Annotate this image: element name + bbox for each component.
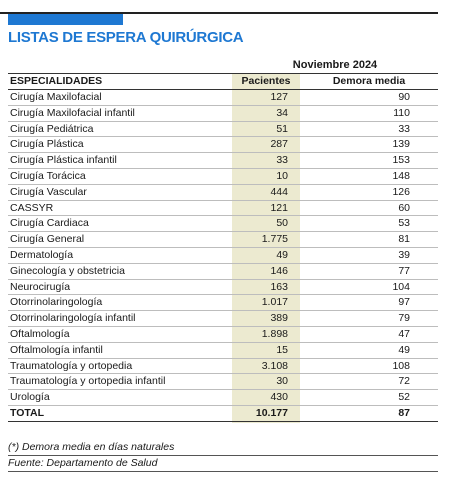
row-rule [8, 342, 438, 343]
row-rule [8, 389, 438, 390]
table-cell: 51 [276, 122, 288, 135]
table-cell: 126 [392, 185, 410, 198]
table-cell: 108 [392, 359, 410, 372]
table-cell: 121 [270, 201, 288, 214]
table-cell: 3.108 [261, 359, 288, 372]
table-cell: 79 [398, 312, 410, 325]
table-cell: 33 [398, 122, 410, 135]
table-cell: 139 [392, 138, 410, 151]
row-rule [8, 215, 438, 216]
table-cell: Cirugía Torácica [10, 170, 86, 182]
row-rule [8, 152, 438, 153]
table-cell: 50 [276, 217, 288, 230]
row-rule [8, 121, 438, 122]
table-cell: Cirugía Plástica infantil [10, 154, 117, 167]
rule [8, 455, 438, 456]
table-cell: Cirugía Pediátrica [10, 122, 94, 135]
top-rule [0, 12, 438, 14]
table-cell: Cirugía Maxilofacial infantil [10, 106, 135, 119]
table-cell: 97 [398, 296, 410, 309]
table-cell: 1.017 [261, 296, 288, 309]
table-cell: 148 [392, 170, 410, 182]
table-cell: Cirugía Vascular [10, 185, 87, 198]
header-cell: ESPECIALIDADES [10, 75, 103, 87]
table-cell: 1.775 [261, 233, 288, 246]
table-cell: 444 [270, 185, 288, 198]
title: LISTAS DE ESPERA QUIRÚRGICA [8, 29, 244, 46]
table-cell: 81 [398, 233, 410, 246]
row-rule [8, 168, 438, 169]
rule [8, 421, 438, 422]
table-cell: 15 [276, 343, 288, 356]
table-cell: 72 [398, 375, 410, 388]
table-cell: 39 [398, 249, 410, 261]
rule [8, 89, 438, 90]
table-cell: Traumatología y ortopedia [10, 359, 133, 372]
table-cell: Otorrinolaringología [10, 296, 103, 309]
table-cell: 1.898 [261, 328, 288, 340]
table-cell: 30 [276, 375, 288, 388]
table-cell: 49 [398, 343, 410, 356]
row-rule [8, 184, 438, 185]
table-cell: 52 [398, 391, 410, 404]
table-cell: Cirugía Maxilofacial [10, 91, 102, 103]
table-cell: 389 [270, 312, 288, 325]
table-cell: 104 [392, 280, 410, 293]
table-cell: Cirugía General [10, 233, 85, 246]
table-cell: 163 [270, 280, 288, 293]
table-cell: 47 [398, 328, 410, 340]
row-rule [8, 279, 438, 280]
table-cell: CASSYR [10, 201, 54, 214]
table-cell: 49 [276, 249, 288, 261]
table-cell: Otorrinolaringología infantil [10, 312, 136, 325]
row-rule [8, 358, 438, 359]
table-cell: 146 [270, 264, 288, 277]
table-cell: 10 [276, 170, 288, 182]
table-cell: 430 [270, 391, 288, 404]
rule [8, 471, 438, 472]
row-rule [8, 294, 438, 295]
accent-bar [8, 14, 123, 25]
row-rule [8, 326, 438, 327]
row-rule [8, 105, 438, 106]
table-cell: 60 [398, 201, 410, 214]
row-rule [8, 231, 438, 232]
table-cell: 90 [398, 91, 410, 103]
table-cell: Traumatología y ortopedia infantil [10, 375, 166, 388]
table-cell: Urología [10, 391, 50, 404]
table-cell: Oftalmología [10, 328, 70, 340]
column-shade [232, 74, 300, 423]
total-cell: TOTAL [10, 407, 45, 419]
table-cell: 33 [276, 154, 288, 167]
table-cell: Neurocirugía [10, 280, 71, 293]
row-rule [8, 263, 438, 264]
table-cell: Cirugía Cardiaca [10, 217, 89, 230]
table-cell: Dermatología [10, 249, 74, 261]
row-rule [8, 200, 438, 201]
table-cell: 34 [276, 106, 288, 119]
rule [8, 73, 438, 74]
table-cell: 127 [270, 91, 288, 103]
table-cell: 77 [398, 264, 410, 277]
table-cell: 153 [392, 154, 410, 167]
period: Noviembre 2024 [292, 59, 378, 71]
table-cell: Ginecología y obstetricia [10, 264, 125, 277]
footnote: (*) Demora media en días naturales [8, 441, 175, 453]
table-cell: Cirugía Plástica [10, 138, 84, 151]
total-cell: 10.177 [255, 407, 288, 419]
row-rule [8, 136, 438, 137]
header-cell: Demora media [332, 75, 406, 87]
row-rule [8, 405, 438, 406]
table-cell: Oftalmología infantil [10, 343, 103, 356]
header-cell: Pacientes [241, 75, 291, 87]
source: Fuente: Departamento de Salud [8, 457, 158, 469]
table-cell: 53 [398, 217, 410, 230]
total-cell: 87 [398, 407, 410, 419]
table-cell: 110 [393, 106, 410, 119]
row-rule [8, 373, 438, 374]
row-rule [8, 247, 438, 248]
table-cell: 287 [270, 138, 288, 151]
row-rule [8, 310, 438, 311]
